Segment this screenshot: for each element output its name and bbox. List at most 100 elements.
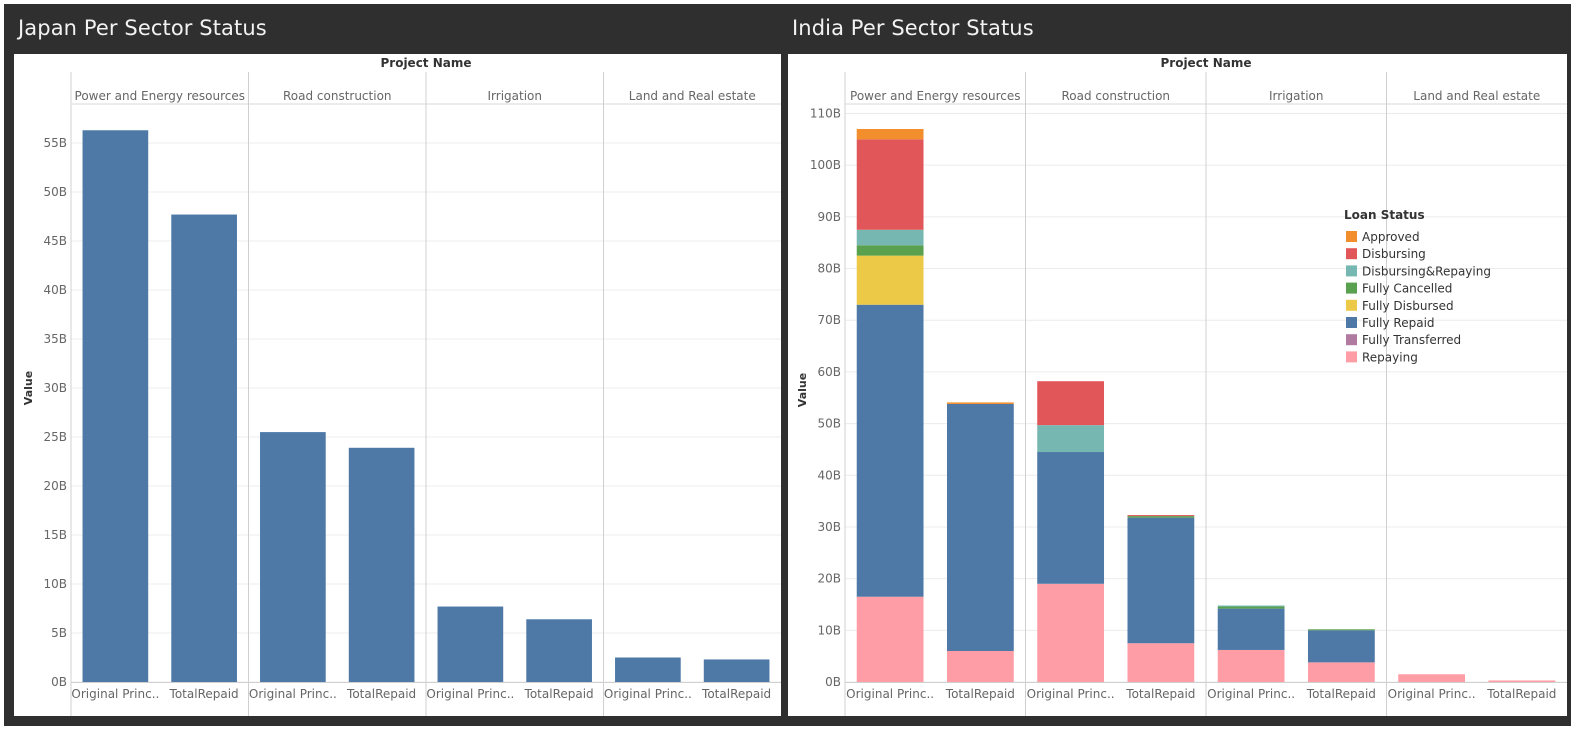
india-legend-swatch xyxy=(1346,231,1357,242)
japan-bar-segment-fully-repaid xyxy=(260,432,326,682)
india-chart-title: India Per Sector Status xyxy=(792,16,1034,40)
japan-x-tick-label: Original Princ.. xyxy=(426,687,514,701)
japan-y-tick-label: 50B xyxy=(43,185,67,199)
japan-bar-segment-fully-repaid xyxy=(82,130,149,682)
japan-x-tick-label: TotalRepaid xyxy=(346,687,416,701)
india-group-label: Road construction xyxy=(1061,89,1170,103)
japan-bar-segment-fully-repaid xyxy=(615,657,681,682)
india-bar-segment-fully-cancelled xyxy=(1217,606,1285,609)
india-legend-label: Repaying xyxy=(1362,350,1418,364)
india-bar-segment-fully-repaid xyxy=(856,304,924,597)
india-bar-segment-repaying xyxy=(1217,649,1285,682)
japan-y-tick-label: 40B xyxy=(43,283,67,297)
india-bar-segment-fully-cancelled xyxy=(856,245,924,256)
india-bar-segment-repaying xyxy=(1488,680,1556,682)
india-bar-segment-fully-repaid xyxy=(1217,608,1285,650)
india-y-axis-label: Value xyxy=(796,373,809,407)
japan-x-tick-label: TotalRepaid xyxy=(701,687,771,701)
india-bar-segment-fully-cancelled xyxy=(1307,629,1375,631)
india-legend-label: Approved xyxy=(1362,230,1420,244)
japan-column-header: Project Name xyxy=(380,56,471,70)
india-group-label: Irrigation xyxy=(1269,89,1324,103)
japan-group-label: Land and Real estate xyxy=(629,89,756,103)
japan-chart-title: Japan Per Sector Status xyxy=(18,16,267,40)
japan-y-tick-label: 5B xyxy=(51,626,67,640)
japan-chart-panel: Project Name 0B 5B 10B 15B 20B 25B 30B 35B 40B 45B… xyxy=(14,54,781,716)
india-y-tick-label: 40B xyxy=(817,468,841,482)
india-bar-segment-fully-repaid xyxy=(1037,452,1105,584)
japan-bar-segment-fully-repaid xyxy=(437,606,504,682)
india-bar-segment-disbursing xyxy=(856,139,924,230)
india-y-tick-label: 90B xyxy=(817,210,841,224)
japan-group-label: Road construction xyxy=(283,89,392,103)
india-y-tick-label: 50B xyxy=(817,417,841,431)
india-x-tick-label: TotalRepaid xyxy=(1486,687,1556,701)
india-chart-panel: Project Name 0B 10B 20B 30B 40B 50B 60B 70B 80B 90… xyxy=(788,54,1567,716)
japan-x-tick-label: Original Princ.. xyxy=(604,687,692,701)
india-y-tick-label: 110B xyxy=(810,107,841,121)
india-x-tick-label: Original Princ.. xyxy=(846,687,934,701)
india-x-tick-label: TotalRepaid xyxy=(1306,687,1376,701)
japan-bar-segment-fully-repaid xyxy=(348,447,415,682)
india-x-tick-label: TotalRepaid xyxy=(1125,687,1195,701)
india-y-tick-label: 30B xyxy=(817,520,841,534)
india-legend-label: Disbursing xyxy=(1362,247,1426,261)
india-column-header: Project Name xyxy=(1160,56,1251,70)
india-bar-segment-fully-repaid xyxy=(1307,630,1375,663)
india-bar-segment-repaying xyxy=(1037,583,1105,682)
india-legend-label: Disbursing&Repaying xyxy=(1362,264,1491,278)
india-bar-segment-repaying xyxy=(1127,643,1195,682)
india-bar-segment-disbursing xyxy=(1127,515,1195,517)
india-x-tick-label: Original Princ.. xyxy=(1027,687,1115,701)
japan-bar-segment-fully-repaid xyxy=(526,619,592,682)
india-legend-label: Fully Repaid xyxy=(1362,316,1435,330)
india-legend-label: Fully Transferred xyxy=(1362,333,1461,347)
india-bar-segment-repaying xyxy=(1307,662,1375,682)
india-bar-segment-fully-repaid xyxy=(1127,517,1195,644)
india-legend-title: Loan Status xyxy=(1344,208,1425,222)
japan-bar-chart: Project Name 0B 5B 10B 15B 20B 25B 30B 35B 40B 45B… xyxy=(22,56,781,716)
japan-y-tick-label: 15B xyxy=(43,528,67,542)
japan-y-tick-label: 30B xyxy=(43,381,67,395)
india-legend-label: Fully Cancelled xyxy=(1362,282,1452,296)
india-y-tick-label: 60B xyxy=(817,365,841,379)
india-bar-segment-fully-cancelled xyxy=(1127,516,1195,518)
japan-bar-segment-fully-repaid xyxy=(703,659,770,682)
japan-group-label: Irrigation xyxy=(488,89,543,103)
japan-x-tick-label: Original Princ.. xyxy=(71,687,159,701)
japan-y-tick-label: 55B xyxy=(43,136,67,150)
india-bar-segment-disbursing-repaying xyxy=(1037,425,1105,453)
japan-group-label: Power and Energy resources xyxy=(75,89,245,103)
japan-y-tick-label: 35B xyxy=(43,332,67,346)
japan-bar-segment-fully-repaid xyxy=(171,214,237,683)
india-legend-swatch xyxy=(1346,317,1357,328)
japan-y-axis-label: Value xyxy=(22,371,35,405)
india-legend-swatch xyxy=(1346,351,1357,363)
japan-x-tick-label: TotalRepaid xyxy=(524,687,594,701)
india-y-tick-label: 80B xyxy=(817,262,841,276)
japan-x-tick-label: TotalRepaid xyxy=(169,687,239,701)
india-bar-segment-repaying xyxy=(1398,674,1466,682)
india-legend-swatch xyxy=(1346,265,1357,277)
india-bar-segment-approved xyxy=(856,129,924,140)
india-bar-segment-fully-disbursed xyxy=(856,255,924,305)
japan-y-tick-label: 25B xyxy=(43,430,67,444)
india-y-tick-label: 100B xyxy=(810,158,841,172)
india-bar-segment-repaying xyxy=(946,650,1014,682)
india-x-tick-label: Original Princ.. xyxy=(1207,687,1295,701)
india-legend-swatch xyxy=(1346,334,1357,346)
india-x-tick-label: Original Princ.. xyxy=(1388,687,1476,701)
india-bar-segment-disbursing-repaying xyxy=(856,229,924,246)
india-group-label: Land and Real estate xyxy=(1413,89,1540,103)
india-legend-swatch xyxy=(1346,299,1357,311)
india-x-tick-label: TotalRepaid xyxy=(945,687,1015,701)
india-y-tick-label: 10B xyxy=(817,623,841,637)
japan-x-tick-label: Original Princ.. xyxy=(249,687,337,701)
india-bar-segment-disbursing xyxy=(1037,381,1105,426)
india-y-tick-label: 20B xyxy=(817,572,841,586)
japan-y-tick-label: 20B xyxy=(43,479,67,493)
india-legend-swatch xyxy=(1346,282,1357,294)
india-stacked-bar-chart: Project Name 0B 10B 20B 30B 40B 50B 60B 70B 80B 90… xyxy=(796,56,1567,716)
india-bar-segment-disbursing-repaying xyxy=(1217,605,1285,607)
